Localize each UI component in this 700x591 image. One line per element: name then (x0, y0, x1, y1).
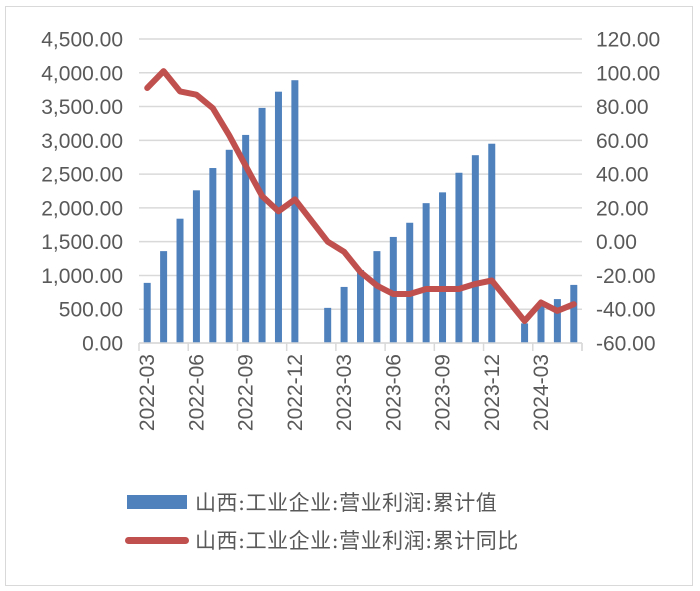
x-axis-tick-label: 2023-06 (382, 354, 405, 431)
bar (373, 251, 381, 343)
bar (176, 218, 184, 343)
bar (340, 286, 348, 343)
bar (357, 270, 364, 343)
x-axis-tick-label: 2023-12 (481, 354, 504, 431)
x-axis-tick-label: 2023-09 (432, 354, 455, 431)
bar (439, 192, 447, 343)
bar (521, 323, 529, 343)
bar (389, 236, 397, 343)
right-axis-tick-label: 0.00 (596, 231, 637, 254)
bar (242, 134, 250, 343)
left-axis-tick-label: 2,000.00 (41, 197, 123, 220)
legend-item-yoy: 山西:工业企业:营业利润:累计同比 (125, 521, 519, 559)
x-axis-tick-label: 2022-12 (284, 354, 307, 431)
right-axis-tick-label: 20.00 (596, 197, 649, 220)
right-axis-tick-label: -20.00 (596, 265, 656, 288)
bar (225, 149, 233, 343)
right-axis-tick-label: -60.00 (596, 333, 656, 356)
legend-label: 山西:工业企业:营业利润:累计同比 (195, 529, 519, 553)
bar-swatch-icon (127, 495, 187, 509)
x-axis-tick-label: 2022-06 (185, 354, 208, 431)
bar (406, 222, 414, 343)
legend-label: 山西:工业企业:营业利润:累计值 (195, 491, 498, 515)
bar (160, 251, 168, 343)
right-axis-tick-label: 80.00 (596, 96, 649, 119)
bar (291, 80, 299, 343)
left-axis-tick-label: 2,500.00 (41, 164, 123, 187)
chart-plot: 0.00 -60.00 500.00 -40.00 1,000.00 -20.00 1,50… (41, 29, 660, 432)
chart-frame (5, 6, 693, 586)
x-axis-tick-label: 2022-09 (235, 354, 258, 431)
left-axis-tick-label: 500.00 (59, 299, 123, 322)
right-axis-tick-label: 100.00 (596, 62, 660, 85)
left-axis-tick-label: 4,000.00 (41, 62, 123, 85)
bar (488, 143, 496, 343)
left-axis-tick-label: 4,500.00 (41, 29, 123, 52)
left-axis-tick-label: 1,500.00 (41, 231, 123, 254)
bar (471, 155, 479, 343)
line-swatch-icon (125, 536, 189, 544)
yoy-line (144, 68, 577, 324)
bar (553, 299, 561, 343)
bar (570, 284, 578, 343)
bar (143, 282, 151, 343)
bar (209, 168, 217, 343)
left-axis-tick-label: 3,500.00 (41, 96, 123, 119)
bar (455, 172, 463, 343)
x-axis-tick-label: 2022-03 (136, 354, 159, 431)
left-axis-tick-label: 0.00 (82, 333, 123, 356)
bar (192, 190, 200, 343)
bar (274, 91, 282, 344)
x-axis-tick-label: 2023-03 (333, 354, 356, 431)
bar (324, 307, 332, 343)
right-axis-tick-label: -40.00 (596, 299, 656, 322)
right-axis-tick-label: 60.00 (596, 130, 649, 153)
left-axis-tick-label: 1,000.00 (41, 265, 123, 288)
right-axis-tick-label: 40.00 (596, 164, 649, 187)
left-axis-tick-label: 3,000.00 (41, 130, 123, 153)
bar (422, 203, 430, 343)
chart-legend: 山西:工业企业:营业利润:累计值 山西:工业企业:营业利润:累计同比 (125, 483, 519, 559)
bar (258, 107, 266, 343)
bar (537, 305, 545, 343)
legend-item-cumulative-value: 山西:工业企业:营业利润:累计值 (127, 483, 519, 521)
x-axis-tick-label: 2024-03 (530, 354, 553, 431)
right-axis-tick-label: 120.00 (596, 29, 660, 52)
